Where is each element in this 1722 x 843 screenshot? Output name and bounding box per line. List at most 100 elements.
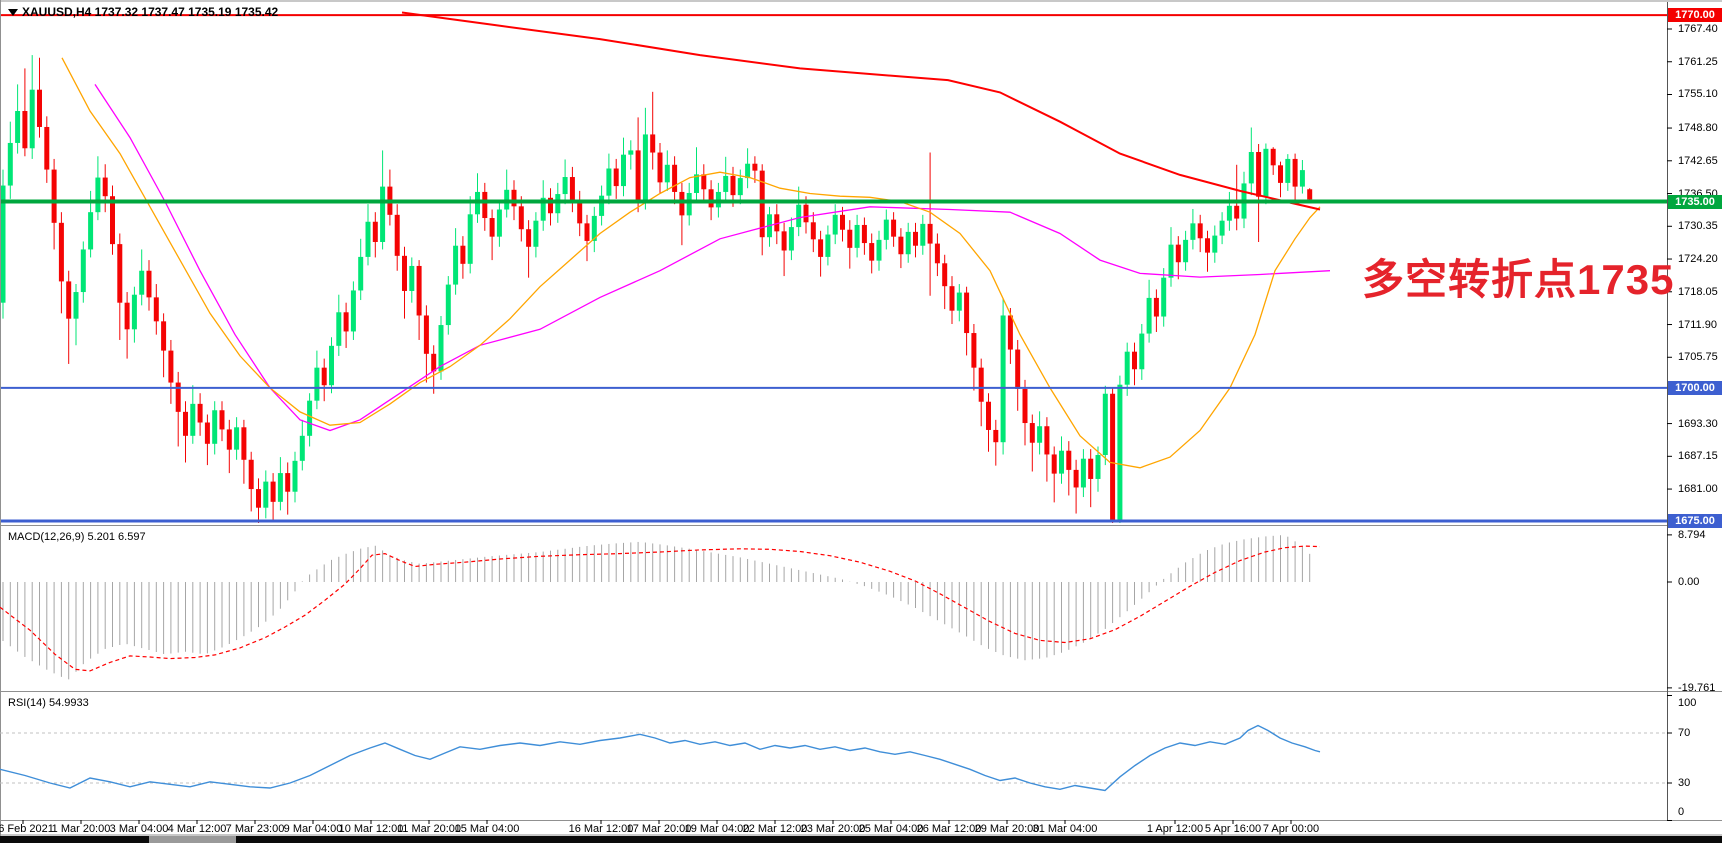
ma-magenta-line [94,84,1331,432]
symbol-marker-icon [8,9,18,16]
candle-bear [146,270,152,298]
candle-bull [80,249,86,293]
candle-bear [548,197,553,214]
candle-bear [1234,205,1240,219]
candle-bull [329,345,334,386]
x-axis-time-label: 25 Mar 04:00 [858,823,924,835]
candle-bull [606,168,612,196]
candle-bull [445,284,451,326]
rsi-axis-label: 0 [1678,806,1685,818]
x-axis-time-label: 3 Mar 04:00 [109,823,169,835]
y-axis-price-label: 1742.65 [1678,154,1718,167]
candle-bull [380,186,386,242]
scrollbar-thumb[interactable] [149,836,236,843]
candle-bear [869,243,875,261]
candle-bear [1051,454,1057,474]
candle-bear [978,367,984,402]
candle-bull [832,214,838,235]
candle-bear [584,223,590,241]
candle-bull [1139,333,1145,370]
time-axis[interactable] [0,820,1667,835]
candle-bull [1248,152,1254,184]
macd-axis-label: 0.00 [1678,576,1700,588]
candle-bear [248,459,254,490]
candle-bear [482,191,488,219]
candle-bull [139,270,145,295]
price-tag-1770[interactable]: 1770.00 [1668,8,1722,23]
candle-bear [927,223,933,244]
candle-bull [409,265,415,291]
price-tag-1735[interactable]: 1735.00 [1668,194,1722,209]
candle-bear [964,292,970,334]
candle-bull [15,111,21,143]
candle-bear [657,152,663,183]
candle-bull [1183,239,1189,263]
candle-bear [1256,152,1262,197]
candle-bear [321,367,327,386]
candle-bull [277,473,283,502]
candle-bear [1044,426,1050,455]
x-axis-time-label: 23 Mar 20:00 [800,823,866,835]
candle-bear [1270,148,1276,166]
candle-bear [226,429,232,450]
candle-bull [1226,205,1232,221]
candle-bear [810,222,816,240]
x-axis-time-label: 31 Mar 04:00 [1032,823,1098,835]
candle-bull [1000,315,1006,443]
macd-signal-line [0,545,1321,672]
candle-bull [920,223,926,246]
candle-bull [599,195,605,216]
candle-bear [861,224,867,244]
candle-bull [562,177,568,195]
candle-bear [803,204,809,223]
candle-bull [1059,450,1064,474]
candle-bear [1029,423,1035,443]
candle-bear [285,473,291,492]
price-tag-1675[interactable]: 1675.00 [1668,514,1722,528]
candle-bear [672,164,678,192]
price-tag-1700[interactable]: 1700.00 [1668,380,1722,395]
candle-bull [1102,393,1108,455]
candle-bull [956,292,962,311]
candle-bull [745,163,751,179]
bottom-bar[interactable] [0,836,1722,843]
candle-bull [642,134,648,203]
candle-bull [496,209,502,237]
candle-bear [511,189,517,207]
candle-bear [986,401,991,430]
candle-bull [796,204,802,228]
candle-bear [51,169,57,223]
candle-bear [124,302,130,330]
candle-bull [190,403,196,436]
y-axis-price-label: 1681.00 [1678,483,1718,496]
x-axis-time-label: 17 Mar 20:00 [626,823,692,835]
candle-bear [898,236,904,255]
candle-bull [1161,277,1167,317]
candle-bull [1219,220,1225,236]
macd-pane[interactable] [0,527,1667,691]
rsi-layer [0,724,1667,792]
candle-bear [1132,351,1137,370]
macd-layer [0,535,1321,680]
candle-bear [110,196,115,245]
x-axis-time-label: 22 Mar 12:00 [742,823,808,835]
candle-bear [840,214,845,230]
candle-bear [679,191,685,216]
rsi-indicator-label: RSI(14) 54.9933 [8,697,89,709]
candle-bull [73,292,79,319]
candle-bull [905,231,911,255]
candle-bear [66,281,72,319]
y-axis-price-label: 1693.30 [1678,417,1718,430]
y-axis-price-label: 1730.35 [1678,220,1718,233]
candle-bear [730,175,736,196]
candle-bear [847,229,853,248]
y-axis-price-label: 1705.75 [1678,351,1718,364]
horizontal-lines-layer [0,14,1667,523]
x-axis-time-label: 26 Feb 2021 [0,823,54,835]
candle-bull [453,245,459,285]
candle-bull [555,194,561,214]
candle-bull [88,212,94,250]
candle-bear [153,297,159,322]
rsi-pane[interactable] [0,694,1667,820]
candle-bear [204,422,210,444]
